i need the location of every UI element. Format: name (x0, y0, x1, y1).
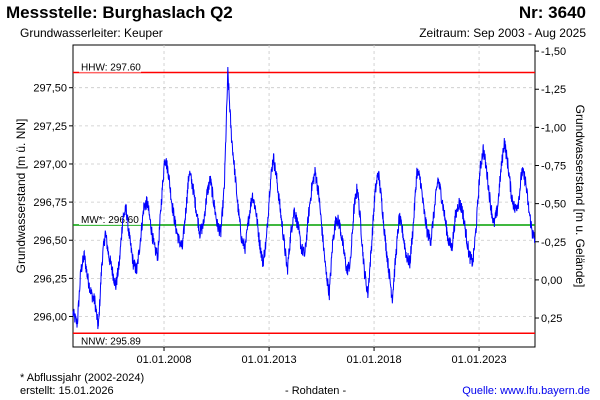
y-tick-label: 296,00 (33, 311, 67, 323)
x-tick-label: 01.01.2008 (136, 354, 191, 366)
nnw-label-bg (79, 335, 141, 347)
x-tick-label: 01.01.2018 (347, 354, 402, 366)
x-tick-label: 01.01.2023 (452, 354, 507, 366)
hhw-label-bg (79, 61, 141, 73)
y-right-tick-label: -1,00 (541, 122, 566, 134)
plot-area (72, 44, 536, 348)
x-tick-label: 01.01.2013 (242, 354, 297, 366)
y-axis-title-right: Grundwasserstand [m u. Gelände] (573, 105, 587, 288)
y-right-tick-label: 0,00 (541, 275, 562, 287)
page-title: Messstelle: Burghaslach Q2 (6, 3, 233, 22)
y-tick-label: 296,25 (33, 273, 67, 285)
y-tick-label: 296,50 (33, 235, 67, 247)
period-label: Zeitraum: Sep 2003 - Aug 2025 (419, 26, 586, 40)
nnw-label: NNW: 295.89 (81, 336, 141, 347)
y-tick-label: 297,50 (33, 83, 67, 95)
groundwater-level-line (72, 66, 536, 330)
y-right-tick-label: -1,50 (541, 46, 566, 58)
y-right-tick-label: 0,25 (541, 313, 562, 325)
series-layer (72, 66, 536, 330)
y-right-tick-label: -0,50 (541, 199, 566, 211)
reference-lines: HHW: 297.60 MW*: 296.60 NNW: 295.89 (73, 61, 535, 347)
rawdata-label: - Rohdaten - (285, 385, 347, 397)
y-axis-title-left: Grundwasserstand [m ü. NN] (14, 119, 28, 274)
y-tick-label: 296,75 (33, 197, 67, 209)
y-right-tick-label: -0,25 (541, 237, 566, 249)
created-date: erstellt: 15.01.2026 (20, 385, 114, 397)
y-right-tick-label: -1,25 (541, 84, 566, 96)
y-right-tick-label: -0,75 (541, 160, 566, 172)
mw-label-bg (79, 213, 141, 225)
axis-ticks: 296,00 296,25 296,50 296,75 297,00 297,25 297,… (33, 46, 566, 366)
footnote: * Abflussjahr (2002-2024) (20, 372, 145, 384)
hhw-label: HHW: 297.60 (81, 62, 141, 73)
y-tick-label: 297,00 (33, 159, 67, 171)
station-number: Nr: 3640 (518, 3, 586, 22)
aquifer-label: Grundwasserleiter: Keuper (20, 26, 163, 40)
mw-label: MW*: 296.60 (81, 215, 139, 226)
y-tick-label: 297,25 (33, 121, 67, 133)
source-link[interactable]: Quelle: www.lfu.bayern.de (462, 385, 590, 397)
